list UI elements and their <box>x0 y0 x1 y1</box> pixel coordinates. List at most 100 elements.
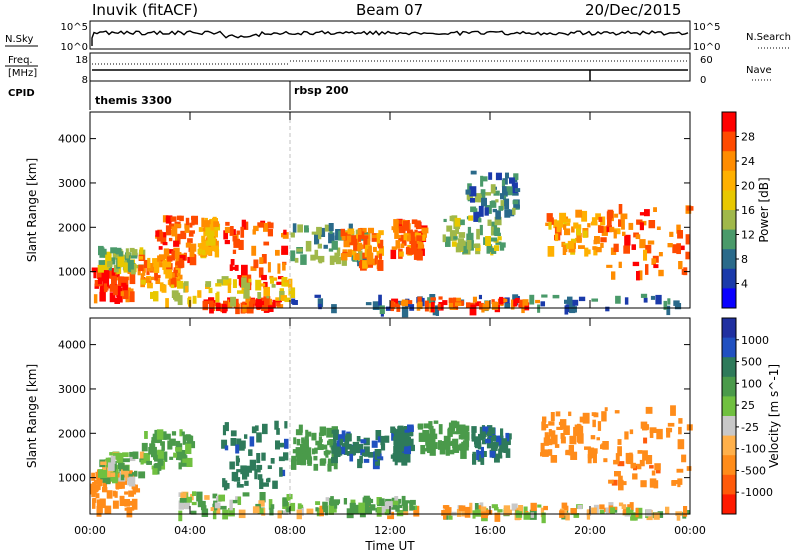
scatter-cell <box>117 480 123 489</box>
scatter-cell <box>179 498 187 503</box>
scatter-cell <box>564 222 571 226</box>
scatter-cell <box>491 301 499 310</box>
scatter-cell <box>458 232 466 238</box>
scatter-cell <box>179 215 184 222</box>
scatter-cell <box>224 422 229 432</box>
scatter-cell <box>632 261 640 267</box>
scatter-cell <box>397 442 404 452</box>
scatter-cell <box>530 502 537 511</box>
scatter-cell <box>255 503 261 509</box>
nsky-label: N.Sky <box>5 34 33 45</box>
scatter-cell <box>292 300 298 305</box>
scatter-cell <box>102 276 110 288</box>
scatter-cell <box>499 444 506 453</box>
scatter-cell <box>547 246 555 257</box>
scatter-cell <box>647 240 655 245</box>
scatter-cell <box>449 230 457 241</box>
scatter-cell <box>639 239 646 249</box>
scatter-cell <box>317 298 324 308</box>
scatter-cell <box>196 491 203 502</box>
scatter-cell <box>104 505 112 514</box>
scatter-cell <box>470 198 476 203</box>
scatter-cell <box>228 508 235 517</box>
scatter-cell <box>615 453 620 462</box>
scatter-cell <box>318 234 322 240</box>
scatter-cell <box>541 424 547 431</box>
scatter-cell <box>379 305 385 315</box>
scatter-cell <box>93 294 98 304</box>
scatter-cell <box>371 234 378 239</box>
scatter-cell <box>371 440 378 448</box>
scatter-cell <box>152 468 158 475</box>
scatter-cell <box>184 499 190 509</box>
scatter-cell <box>112 500 119 509</box>
scatter-cell <box>242 470 248 480</box>
scatter-cell <box>417 301 423 310</box>
scatter-cell <box>366 257 373 265</box>
scatter-cell <box>358 502 365 513</box>
scatter-cell <box>146 460 152 465</box>
scatter-cell <box>402 431 410 439</box>
scatter-cell <box>100 294 105 299</box>
scatter-cell <box>301 437 305 444</box>
colorbar-tick-label: 8 <box>741 253 748 266</box>
scatter-cell <box>382 507 386 512</box>
scatter-cell <box>472 296 478 303</box>
scatter-cell <box>96 499 102 507</box>
scatter-cell <box>315 507 319 512</box>
colorbar-segment <box>722 131 736 152</box>
scatter-cell <box>421 227 429 234</box>
scatter-cell <box>283 452 289 461</box>
scatter-cell <box>279 442 285 448</box>
scatter-cell <box>256 453 261 464</box>
scatter-cell <box>147 257 151 269</box>
scatter-cell <box>397 425 404 430</box>
scatter-cell <box>133 488 141 493</box>
scatter-cell <box>475 301 482 307</box>
scatter-cell <box>565 512 570 521</box>
scatter-cell <box>411 236 418 242</box>
scatter-cell <box>150 446 157 458</box>
scatter-cell <box>119 495 125 507</box>
scatter-cell <box>216 279 223 285</box>
scatter-cell <box>413 505 420 517</box>
scatter-cell <box>452 447 460 453</box>
scatter-cell <box>157 255 161 262</box>
scatter-cell <box>360 449 365 456</box>
y-tick-label: 3000 <box>58 177 86 190</box>
scatter-cell <box>197 290 202 298</box>
scatter-cell <box>568 445 575 456</box>
scatter-cell <box>435 307 440 316</box>
scatter-cell <box>334 502 338 509</box>
scatter-cell <box>439 444 446 455</box>
scatter-cell <box>631 463 635 469</box>
scatter-cell <box>613 243 619 253</box>
scatter-cell <box>407 235 411 242</box>
scatter-cell <box>593 246 598 256</box>
scatter-cell <box>235 304 240 315</box>
scatter-cell <box>511 503 518 511</box>
scatter-cell <box>480 192 486 199</box>
scatter-cell <box>140 273 145 284</box>
scatter-cell <box>149 276 155 281</box>
scatter-cell <box>491 247 497 254</box>
y-tick-label: 4000 <box>58 133 86 146</box>
scatter-cell <box>335 256 342 265</box>
scatter-cell <box>306 508 314 514</box>
scatter-cell <box>160 233 167 244</box>
scatter-cell <box>94 488 99 493</box>
scatter-cell <box>311 231 317 235</box>
scatter-cell <box>406 229 413 234</box>
scatter-cell <box>296 438 301 446</box>
scatter-cell <box>222 425 227 436</box>
scatter-cell <box>211 245 219 252</box>
scatter-cell <box>417 296 422 307</box>
scatter-cell <box>179 429 183 437</box>
scatter-cell <box>201 505 207 511</box>
scatter-cell <box>608 479 614 484</box>
scatter-cell <box>595 247 602 253</box>
scatter-cell <box>109 283 116 292</box>
scatter-cell <box>209 224 215 232</box>
scatter-cell <box>635 507 639 518</box>
scatter-cell <box>501 298 508 303</box>
